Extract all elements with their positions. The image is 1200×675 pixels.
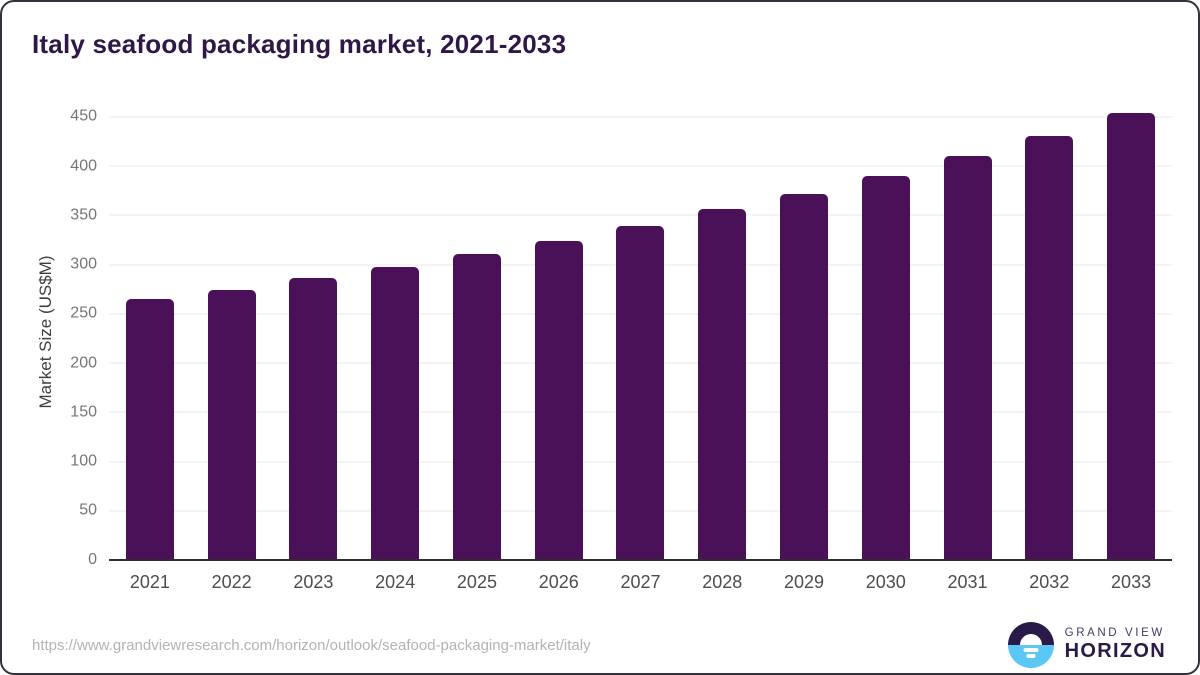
bar-slot (273, 102, 355, 560)
bar-series (109, 102, 1172, 560)
y-tick-label-100: 100 (70, 452, 97, 470)
x-tick-label-2023: 2023 (293, 572, 334, 592)
grand-view-horizon-logo: GRAND VIEW HORIZON (1007, 621, 1166, 669)
reflection-stripe-icon (1026, 654, 1036, 658)
plot-area: 0 50 100 150 200 250 300 350 400 450 (70, 102, 1172, 568)
bar-slot (354, 102, 436, 560)
x-tick-label-2029: 2029 (783, 572, 825, 592)
bar-slot (681, 102, 763, 560)
x-axis-labels: 2021 2022 2023 2024 2025 2026 2027 2028 2029 2030… (109, 572, 1172, 593)
y-tick-label-0: 0 (88, 551, 97, 568)
y-tick-label-450: 450 (70, 107, 97, 125)
x-tick-label-2022: 2022 (211, 572, 252, 592)
bar-slot (518, 102, 600, 560)
y-tick-label-350: 350 (70, 206, 97, 224)
bar-2030[interactable] (861, 175, 910, 560)
bar-2027[interactable] (616, 226, 665, 560)
y-tick-label-50: 50 (79, 501, 97, 519)
y-tick-label-250: 250 (70, 304, 97, 322)
x-tick-label-2030: 2030 (865, 572, 906, 592)
bar-2032[interactable] (1025, 135, 1074, 560)
x-axis-line: 0 (88, 551, 1172, 568)
bar-slot (845, 102, 927, 560)
chart-title: Italy seafood packaging market, 2021-203… (32, 29, 567, 59)
gridline: 450 (70, 108, 1172, 125)
y-tick-label-200: 200 (70, 354, 97, 372)
x-tick-label-2028: 2028 (702, 572, 743, 592)
logo-product-name: HORIZON (1064, 640, 1166, 662)
x-tick-label-2026: 2026 (538, 572, 579, 592)
bar-slot (436, 102, 518, 560)
x-tick-label-2031: 2031 (947, 572, 988, 592)
bar-2033[interactable] (1107, 112, 1156, 560)
bar-2024[interactable] (371, 266, 420, 560)
y-tick-label-300: 300 (70, 255, 97, 273)
bar-slot (1090, 102, 1172, 560)
bar-slot (109, 102, 191, 560)
gridline: 400 (70, 157, 1172, 174)
y-axis-title: Market Size (US$M) (36, 255, 55, 409)
logo-brand-name: GRAND VIEW (1064, 627, 1165, 639)
bar-slot (927, 102, 1009, 560)
reflection-stripe-icon (1023, 648, 1039, 652)
bar-2021[interactable] (125, 299, 174, 560)
y-tick-label-400: 400 (70, 157, 97, 175)
bar-slot (600, 102, 682, 560)
bar-slot (1008, 102, 1090, 560)
bar-2022[interactable] (207, 290, 256, 560)
logo-text: GRAND VIEW HORIZON (1065, 627, 1166, 663)
bar-2025[interactable] (452, 253, 501, 560)
x-tick-label-2033: 2033 (1111, 572, 1152, 592)
bar-2031[interactable] (943, 156, 992, 560)
sun-icon (1019, 634, 1042, 645)
bar-2023[interactable] (289, 278, 338, 560)
bar-2029[interactable] (780, 193, 828, 560)
horizon-logo-icon (1007, 622, 1054, 668)
x-tick-label-2027: 2027 (620, 572, 661, 592)
x-tick-label-2032: 2032 (1029, 572, 1070, 592)
bar-slot (191, 102, 273, 560)
bar-2028[interactable] (698, 209, 747, 560)
bar-slot (763, 102, 845, 560)
bar-2026[interactable] (534, 240, 583, 560)
y-tick-label-150: 150 (70, 403, 97, 421)
x-tick-label-2024: 2024 (375, 572, 416, 592)
gridline: 350 (70, 206, 1172, 223)
source-url: https://www.grandviewresearch.com/horizo… (32, 637, 591, 654)
x-tick-label-2021: 2021 (129, 572, 170, 592)
x-tick-label-2025: 2025 (456, 572, 497, 592)
